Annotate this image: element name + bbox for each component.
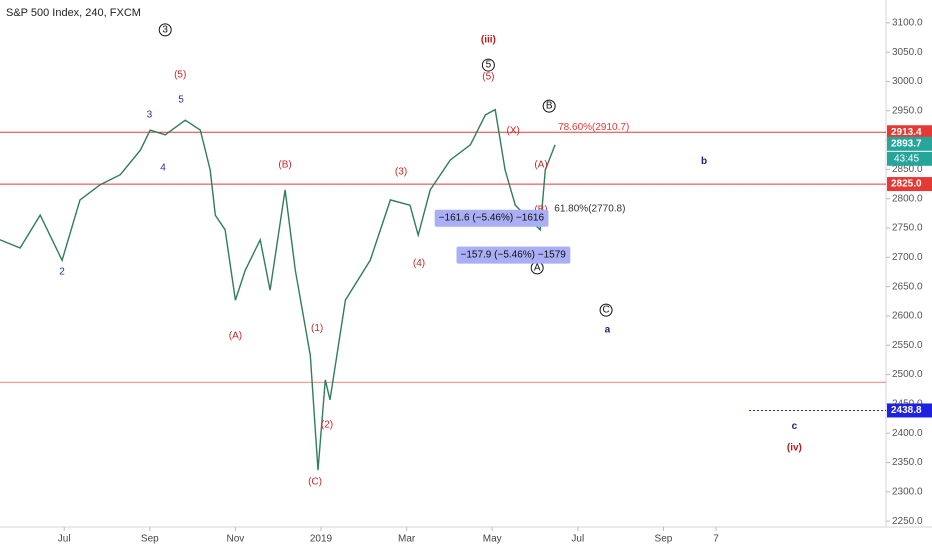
wave-label: 5 — [178, 94, 184, 105]
wave-label: 5 — [486, 60, 492, 71]
y-tick-label: 2950.0 — [892, 105, 923, 116]
wave-label: (1) — [311, 323, 323, 334]
wave-label: (iii) — [481, 35, 496, 46]
x-tick-label: 7 — [713, 534, 719, 545]
y-tick-label: 2500.0 — [892, 369, 923, 380]
y-tick-label: 2400.0 — [892, 428, 923, 439]
y-tick-label: 2800.0 — [892, 193, 923, 204]
wave-label: (A) — [534, 159, 547, 170]
wave-label: c — [792, 421, 798, 432]
price-label: 2913.4 — [891, 127, 922, 138]
y-tick-label: 2300.0 — [892, 486, 923, 497]
wave-label: 61.80%(2770.8) — [554, 203, 625, 214]
wave-label: 3 — [162, 25, 168, 36]
last-price-box — [887, 136, 932, 151]
measure-box — [456, 246, 571, 264]
chart-title: S&P 500 Index, 240, FXCM — [6, 7, 141, 19]
wave-label: (5) — [174, 70, 186, 81]
y-tick-label: 2350.0 — [892, 457, 923, 468]
wave-circle — [158, 23, 172, 37]
wave-label: A — [534, 263, 541, 274]
y-tick-label: 2700.0 — [892, 252, 923, 263]
measure-label: −157.9 (−5.46%) −1579 — [461, 250, 567, 261]
wave-label: (B) — [278, 159, 291, 170]
wave-circle — [542, 99, 556, 113]
wave-label: (C) — [308, 477, 322, 488]
wave-label: 4 — [160, 162, 166, 173]
x-tick-label: Nov — [227, 534, 245, 545]
price-label: 2825.0 — [891, 179, 922, 190]
wave-label: (4) — [413, 258, 425, 269]
measure-box — [434, 209, 549, 227]
wave-label: (A) — [229, 331, 242, 342]
y-tick-label: 3000.0 — [892, 76, 923, 87]
wave-label: (X) — [507, 125, 520, 136]
last-price-label: 2893.7 — [891, 138, 922, 149]
x-tick-label: Mar — [398, 534, 416, 545]
y-tick-label: 2550.0 — [892, 340, 923, 351]
wave-circle — [599, 303, 613, 317]
countdown-label: 43:45 — [894, 153, 919, 164]
wave-label: a — [605, 325, 611, 336]
y-tick-label: 2600.0 — [892, 311, 923, 322]
y-tick-label: 3100.0 — [892, 18, 923, 29]
price-label-box — [887, 125, 932, 140]
wave-label: b — [701, 156, 707, 167]
wave-label: 78.60%(2910.7) — [558, 122, 629, 133]
wave-circle — [481, 58, 495, 72]
x-tick-label: Jul — [571, 534, 584, 545]
y-tick-label: 2750.0 — [892, 223, 923, 234]
price-label-box — [887, 177, 932, 192]
wave-label: B — [546, 101, 553, 112]
price-line-series — [0, 108, 556, 471]
x-tick-label: Sep — [141, 534, 159, 545]
x-tick-label: Sep — [655, 534, 673, 545]
wave-label: 2 — [59, 267, 65, 278]
wave-label: (2) — [321, 420, 333, 431]
wave-label: C — [602, 305, 609, 316]
y-tick-label: 2250.0 — [892, 516, 923, 527]
y-tick-label: 3050.0 — [892, 47, 923, 58]
x-tick-label: Jul — [58, 534, 71, 545]
wave-label: (3) — [395, 166, 407, 177]
y-tick-label: 2650.0 — [892, 281, 923, 292]
measure-label: −161.6 (−5.46%) −1616 — [439, 213, 545, 224]
countdown-box — [887, 151, 932, 166]
x-tick-label: May — [483, 534, 502, 545]
wave-label: (5) — [482, 71, 494, 82]
wave-label: 3 — [147, 110, 153, 121]
x-tick-label: 2019 — [310, 534, 333, 545]
price-label-box — [887, 403, 932, 418]
wave-label: (iv) — [787, 443, 802, 454]
y-tick-label: 2850.0 — [892, 164, 923, 175]
price-label: 2438.8 — [891, 405, 922, 416]
